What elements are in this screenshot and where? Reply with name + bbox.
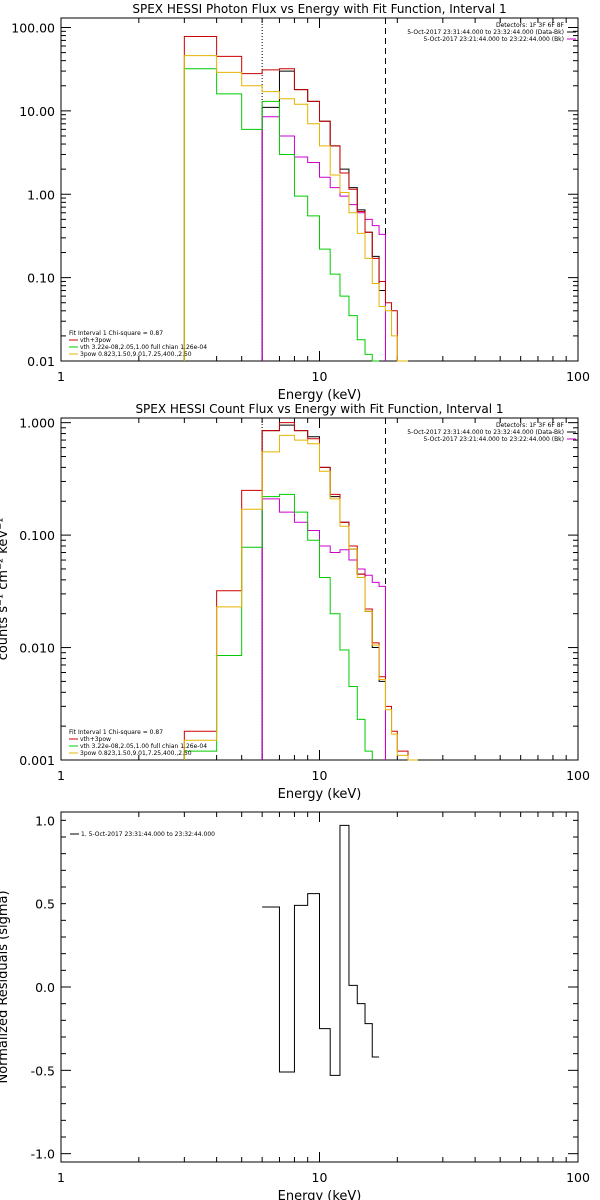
x-axis-label: Energy (keV): [278, 1189, 362, 1200]
series-bk: [261, 116, 386, 361]
y-tick-label: 0.01: [27, 354, 55, 369]
x-tick-label: 10: [312, 1170, 328, 1185]
series-data-bk: [261, 424, 386, 760]
y-tick-label: 0.5: [35, 897, 55, 912]
x-tick-label: 100: [566, 768, 590, 783]
chart-title: SPEX HESSI Photon Flux vs Energy with Fi…: [132, 2, 506, 16]
x-tick-label: 10: [312, 369, 328, 384]
panel-2: 1 10 100 0.001 0.010 0.100 1.000 SPEX HESSI Cou…: [0, 402, 590, 802]
legend-entry: 5-Oct-2017 23:31:44.000 to 23:32:44.000 …: [407, 429, 564, 436]
series-3pow: [183, 55, 409, 362]
series-data-bk: [261, 70, 386, 361]
legend-entry: vth 3.22e-08,2.05,1.00 full chian 1.26e-…: [80, 344, 207, 351]
series-bk: [261, 498, 386, 760]
y-axis-label: counts s⁻¹ cm⁻² keV⁻¹: [0, 518, 11, 661]
legend-entry: Fit Interval 1 Chi-square = 0.87: [69, 729, 163, 736]
legend-entry: Fit Interval 1 Chi-square = 0.87: [69, 330, 163, 337]
legend-entry: 5-Oct-2017 23:21:44.000 to 23:22:44.000 …: [424, 436, 565, 443]
x-axis-label: Energy (keV): [278, 787, 362, 802]
legend-entry: 3pow 0.823,1.50,9.01,7.25,400.,2.50: [80, 351, 192, 358]
legend-entry: 3pow 0.823,1.50,9.01,7.25,400.,2.50: [80, 750, 192, 757]
legend-entry: Detectors: 1F 3F 6F 8F: [496, 22, 565, 29]
y-tick-label: 0.100: [19, 528, 55, 543]
y-tick-label: 10.00: [19, 104, 55, 119]
x-tick-label: 100: [566, 369, 590, 384]
y-tick-label: 0.0: [35, 980, 55, 995]
series-vth-3pow: [183, 35, 409, 362]
y-tick-label: 0.001: [19, 753, 55, 768]
y-tick-label: 1.00: [27, 187, 55, 202]
legend-entry: 5-Oct-2017 23:31:44.000 to 23:32:44.000 …: [407, 29, 564, 36]
series-vth: [183, 493, 373, 760]
plot-frame: [60, 17, 579, 362]
x-tick-label: 10: [312, 768, 328, 783]
y-tick-label: 0.10: [27, 271, 55, 286]
series-vth: [183, 68, 380, 362]
legend-entry: vth 3.22e-08,2.05,1.00 full chian 1.26e-…: [80, 743, 207, 750]
x-tick-label: 1: [57, 369, 65, 384]
x-tick-label: 1: [57, 768, 65, 783]
legend-entry: vth+3pow: [80, 736, 111, 743]
x-tick-label: 100: [566, 1170, 590, 1185]
legend-entry: 5-Oct-2017 23:21:44.000 to 23:22:44.000 …: [424, 36, 565, 43]
legend-entry: vth+3pow: [80, 337, 111, 344]
chart-title: SPEX HESSI Count Flux vs Energy with Fit…: [135, 402, 503, 416]
panel-3: 1 10 100 -1.0 -0.5 0.0 0.5 1.0 Energy (keV) Norma…: [0, 811, 590, 1200]
legend-entry: Detectors: 1F 3F 6F 8F: [496, 422, 565, 429]
y-tick-label: -1.0: [31, 1147, 55, 1162]
y-tick-label: 100.00: [11, 21, 55, 36]
y-tick-label: 1.0: [35, 813, 55, 828]
x-axis-label: Energy (keV): [278, 388, 362, 403]
series-residuals: [262, 824, 380, 1076]
y-tick-label: 0.010: [19, 641, 55, 656]
y-axis-label: Normalized Residuals (sigma): [0, 890, 11, 1083]
y-tick-label: -0.5: [31, 1063, 55, 1078]
panel-1: 1 10 100 0.01 0.10 1.00 10.00 100.00 SPEX HESSI …: [11, 2, 590, 403]
y-tick-label: 1.000: [19, 416, 55, 431]
series-3pow: [183, 434, 418, 761]
series-vth-3pow: [183, 422, 418, 761]
legend-entry: 1. 5-Oct-2017 23:31:44.000 to 23:32:44.0…: [81, 831, 215, 838]
x-tick-label: 1: [57, 1170, 65, 1185]
